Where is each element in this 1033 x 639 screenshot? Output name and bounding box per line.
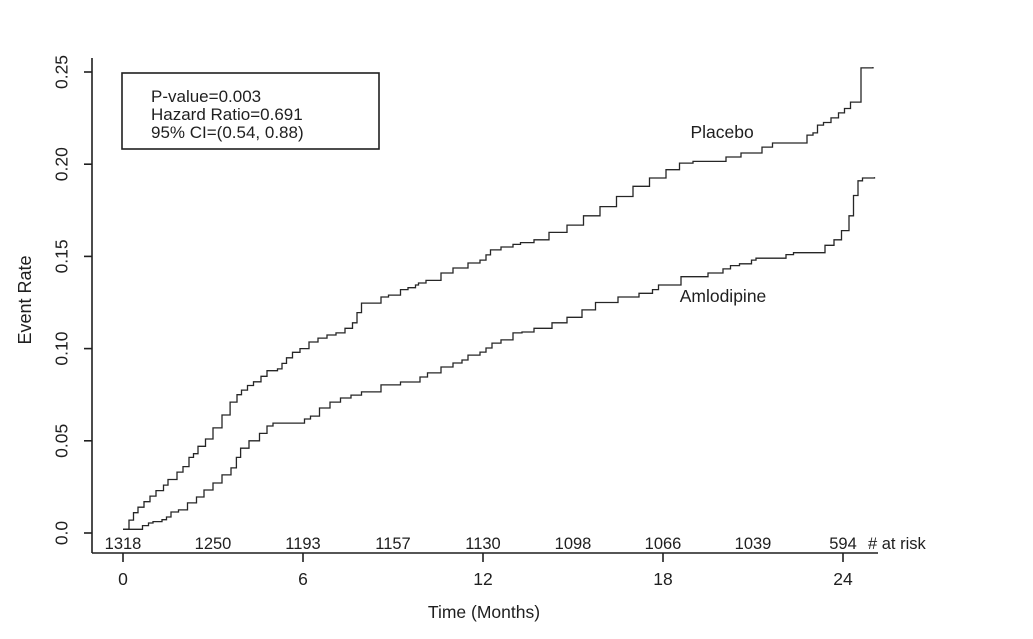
y-tick-label: 0.25 xyxy=(52,55,72,89)
curve-label-placebo: Placebo xyxy=(690,122,753,142)
risk-count: 1318 xyxy=(105,535,142,553)
risk-count: 1098 xyxy=(555,535,592,553)
y-axis-title: Event Rate xyxy=(15,255,35,344)
risk-row-label: # at risk xyxy=(868,535,927,553)
stats-annotation-line: P-value=0.003 xyxy=(151,87,261,106)
y-tick-label: 0.15 xyxy=(52,239,72,273)
risk-count: 1130 xyxy=(465,535,500,553)
risk-count: 1039 xyxy=(735,535,772,553)
x-tick-label: 0 xyxy=(118,569,128,589)
y-tick-label: 0.0 xyxy=(52,521,72,546)
y-tick-label: 0.05 xyxy=(52,424,72,458)
risk-count: 1066 xyxy=(645,535,682,553)
risk-count: 594 xyxy=(829,535,857,553)
x-axis-title: Time (Months) xyxy=(428,602,540,622)
curve-placebo xyxy=(123,67,874,530)
risk-count: 1157 xyxy=(375,535,410,553)
y-tick-label: 0.20 xyxy=(52,147,72,181)
y-tick-label: 0.10 xyxy=(52,331,72,365)
x-tick-label: 12 xyxy=(473,569,492,589)
curve-label-amlodipine: Amlodipine xyxy=(680,286,767,306)
stats-annotation-line: Hazard Ratio=0.691 xyxy=(151,105,303,124)
stats-annotation-line: 95% CI=(0.54, 0.88) xyxy=(151,123,304,142)
x-tick-label: 18 xyxy=(653,569,672,589)
curve-amlodipine xyxy=(123,177,876,530)
stats-annotation-box xyxy=(121,72,380,150)
risk-count: 1193 xyxy=(285,535,320,553)
x-tick-label: 24 xyxy=(833,569,853,589)
risk-count: 1250 xyxy=(195,535,232,553)
x-tick-label: 6 xyxy=(298,569,308,589)
